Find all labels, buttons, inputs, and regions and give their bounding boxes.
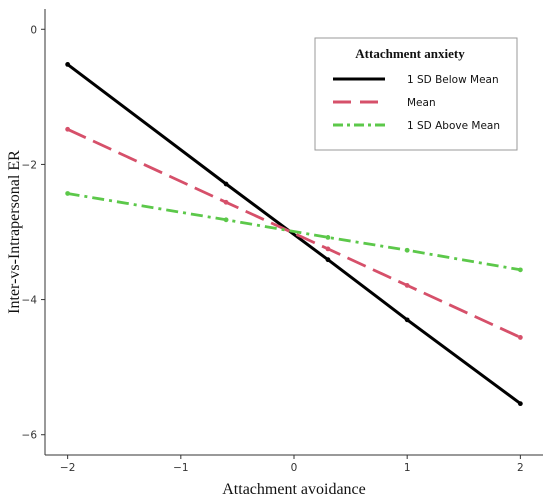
data-point: [404, 247, 410, 253]
data-point: [325, 257, 331, 263]
data-point: [65, 62, 71, 67]
x-axis-title: Attachment avoidance: [222, 481, 366, 498]
series-layer: [65, 62, 523, 407]
legend-label: 1 SD Below Mean: [407, 74, 499, 86]
series-2: [65, 191, 523, 273]
x-tick-label: −1: [173, 462, 188, 474]
legend-title: Attachment anxiety: [355, 46, 465, 61]
series-line: [67, 192, 521, 272]
legend-label: 1 SD Above Mean: [407, 120, 500, 132]
legend-box: [314, 37, 518, 151]
x-ticks: −2 −1 0 1 2: [60, 455, 524, 474]
y-tick-label: −2: [22, 159, 37, 171]
data-point: [404, 317, 410, 323]
x-tick-label: 1: [404, 462, 411, 474]
y-tick-label: 0: [30, 24, 37, 36]
data-point: [325, 235, 331, 240]
data-point: [223, 181, 229, 187]
y-ticks: 0 −2 −4 −6: [22, 24, 45, 442]
x-tick-label: 0: [291, 462, 298, 474]
data-point: [325, 246, 331, 252]
legend-item: 1 SD Above Mean: [333, 120, 500, 132]
legend: Attachment anxiety 1 SD Below MeanMean1 …: [314, 37, 518, 151]
y-tick-label: −6: [22, 430, 38, 442]
data-point: [517, 335, 523, 340]
legend-item: 1 SD Below Mean: [333, 74, 499, 86]
data-point: [65, 126, 71, 132]
x-tick-label: −2: [60, 462, 75, 474]
legend-items: 1 SD Below Mean Mean 1 SD Above Mean: [333, 74, 500, 132]
legend-item: Mean: [333, 97, 436, 109]
data-point: [223, 199, 229, 205]
series-1: [65, 126, 523, 340]
data-point: [223, 217, 229, 223]
x-tick-label: 2: [517, 462, 524, 474]
data-point: [65, 191, 71, 196]
y-tick-label: −4: [22, 295, 38, 307]
legend-label: Mean: [407, 97, 436, 109]
series-0: [65, 62, 523, 407]
data-point: [517, 267, 523, 273]
data-point: [404, 282, 410, 288]
y-axis-title: Inter-vs-Intrapersonal ER: [6, 150, 23, 314]
data-point: [517, 401, 523, 407]
